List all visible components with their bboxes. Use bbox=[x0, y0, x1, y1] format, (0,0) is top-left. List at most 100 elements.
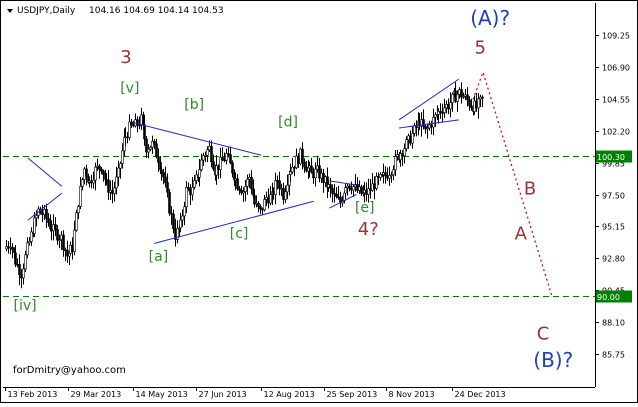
wave-label: A bbox=[515, 223, 528, 244]
level-price-label: 90.00 bbox=[597, 293, 620, 302]
candle-body bbox=[130, 121, 133, 126]
x-tick-label: 24 Dec 2013 bbox=[455, 390, 506, 399]
candle-body bbox=[119, 163, 122, 169]
trendline bbox=[154, 200, 314, 244]
candle-body bbox=[460, 89, 463, 98]
candle-body bbox=[172, 214, 175, 230]
y-tick-label: 109.25 bbox=[602, 32, 630, 41]
candle-body bbox=[185, 187, 188, 208]
y-tick-label: 102.20 bbox=[602, 128, 630, 137]
candle-body bbox=[210, 146, 213, 162]
candle-body bbox=[202, 155, 205, 161]
candle-body bbox=[367, 188, 370, 195]
candle-body bbox=[274, 180, 277, 195]
wave-label: 5 bbox=[474, 37, 485, 58]
candle-body bbox=[83, 168, 86, 180]
candle-body bbox=[443, 107, 446, 113]
candle-body bbox=[253, 195, 256, 205]
candle-body bbox=[240, 189, 243, 194]
candle-body bbox=[318, 165, 321, 179]
candle-body bbox=[244, 186, 247, 192]
level-price-tag bbox=[596, 290, 632, 303]
candle-body bbox=[79, 186, 82, 207]
candle-body bbox=[88, 180, 91, 183]
x-tick-label: 27 Jun 2013 bbox=[199, 390, 247, 399]
y-tick-label: 106.90 bbox=[602, 64, 630, 73]
candle-body bbox=[236, 178, 239, 189]
candle-body bbox=[18, 264, 21, 275]
chart-symbol: USDJPY,Daily bbox=[17, 6, 76, 16]
wave-label: [e] bbox=[355, 200, 375, 216]
x-tick-label: 8 Nov 2013 bbox=[389, 390, 435, 399]
candle-body bbox=[22, 268, 25, 279]
level-price-tag bbox=[596, 150, 632, 163]
candle-body bbox=[121, 150, 124, 164]
candle-body bbox=[432, 116, 435, 128]
candle-body bbox=[257, 202, 260, 207]
trendline bbox=[329, 194, 357, 209]
candle-body bbox=[348, 185, 351, 189]
wave-label: [v] bbox=[120, 81, 139, 97]
candle-body bbox=[352, 186, 355, 191]
candle-body bbox=[9, 246, 12, 249]
candle-body bbox=[128, 121, 131, 138]
candle-body bbox=[176, 228, 179, 240]
candle-body bbox=[208, 146, 211, 151]
candle-body bbox=[81, 179, 84, 187]
candle-body bbox=[94, 166, 97, 181]
candle-body bbox=[215, 165, 218, 176]
candle-body bbox=[470, 105, 473, 109]
x-tick-label: 12 Aug 2013 bbox=[264, 390, 315, 399]
candle-body bbox=[399, 153, 402, 161]
candle-body bbox=[234, 178, 237, 181]
candle-body bbox=[26, 242, 29, 256]
candle-body bbox=[90, 180, 93, 184]
candle-body bbox=[132, 124, 135, 127]
candle-body bbox=[189, 188, 192, 196]
candle-body bbox=[405, 139, 408, 150]
x-tick-label: 14 May 2013 bbox=[136, 390, 188, 399]
candle-body bbox=[227, 153, 230, 155]
candle-body bbox=[289, 171, 292, 175]
candle-body bbox=[388, 175, 391, 179]
candle-body bbox=[73, 229, 76, 252]
candle-body bbox=[481, 96, 484, 99]
candle-body bbox=[379, 174, 382, 178]
candle-body bbox=[206, 149, 209, 156]
candle-body bbox=[28, 241, 31, 244]
watermark: forDmitry@yahoo.com bbox=[13, 365, 126, 376]
candle-body bbox=[424, 125, 427, 130]
candle-body bbox=[286, 184, 289, 193]
candle-body bbox=[126, 136, 129, 139]
candle-body bbox=[140, 114, 143, 126]
candle-body bbox=[164, 176, 167, 183]
candle-body bbox=[14, 252, 17, 265]
candle-body bbox=[375, 176, 378, 189]
candle-body bbox=[439, 111, 442, 113]
candle-body bbox=[284, 191, 287, 200]
candle-body bbox=[225, 153, 228, 161]
forecast-path bbox=[472, 70, 553, 297]
candle-body bbox=[223, 159, 226, 162]
candle-body bbox=[58, 239, 61, 241]
candle-body bbox=[124, 136, 127, 139]
candle-body bbox=[147, 148, 150, 153]
candle-body bbox=[193, 180, 196, 188]
candle-body bbox=[441, 112, 444, 114]
candle-body bbox=[145, 138, 148, 153]
candle-body bbox=[246, 178, 249, 187]
wave-label: 3 bbox=[120, 47, 131, 68]
candle-body bbox=[219, 156, 222, 170]
candle-body bbox=[229, 154, 232, 164]
trendline bbox=[27, 192, 63, 221]
candle-body bbox=[105, 179, 108, 181]
x-tick-label: 25 Sep 2013 bbox=[327, 390, 378, 399]
candle-body bbox=[278, 180, 281, 189]
candle-body bbox=[181, 215, 184, 221]
y-tick-label: 104.55 bbox=[602, 96, 630, 105]
candle-body bbox=[85, 168, 88, 177]
candle-body bbox=[64, 249, 67, 252]
candle-body bbox=[259, 206, 262, 210]
dropdown-triangle-icon[interactable] bbox=[7, 9, 13, 13]
